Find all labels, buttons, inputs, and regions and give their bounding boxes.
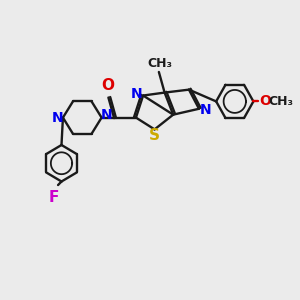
Text: N: N [51, 111, 63, 124]
Text: S: S [148, 128, 160, 143]
Text: O: O [260, 94, 272, 108]
Text: F: F [48, 190, 59, 205]
Text: CH₃: CH₃ [147, 57, 172, 70]
Text: N: N [131, 87, 142, 101]
Text: N: N [101, 108, 112, 122]
Text: O: O [101, 78, 114, 93]
Text: CH₃: CH₃ [268, 94, 293, 108]
Text: N: N [200, 103, 211, 117]
